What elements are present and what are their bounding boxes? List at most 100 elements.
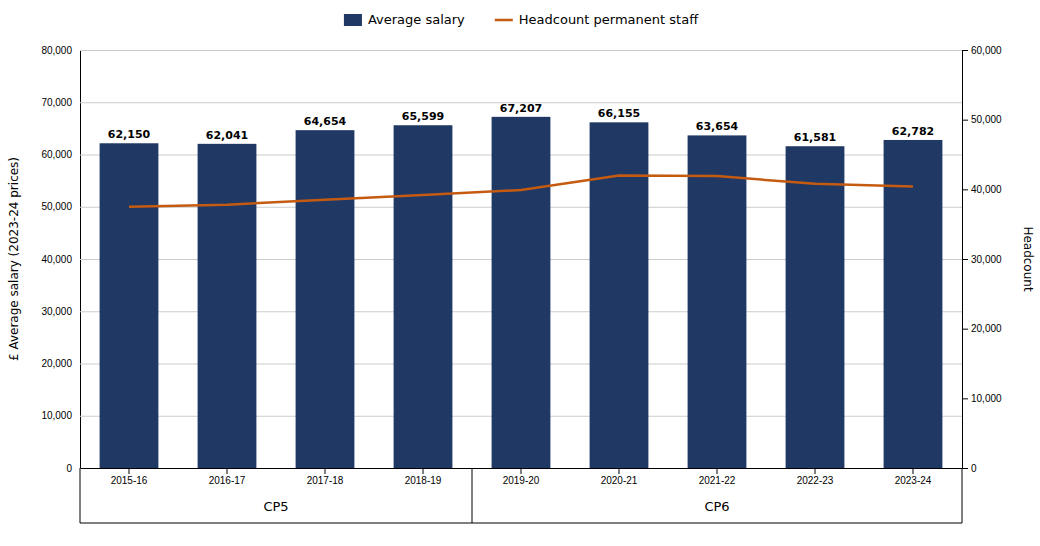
x-axis-tick: 2022-23 xyxy=(797,468,834,486)
y2-axis-tick-line xyxy=(962,468,968,469)
y2-axis-tick-label: 60,000 xyxy=(971,45,1002,56)
line xyxy=(129,175,913,206)
bar xyxy=(100,143,159,468)
bar xyxy=(198,144,257,468)
x-axis-tick-label: 2020-21 xyxy=(601,475,638,486)
bar xyxy=(786,146,845,468)
legend-swatch xyxy=(344,14,362,26)
data-label: 61,581 xyxy=(794,131,836,144)
x-axis-tick-label: 2016-17 xyxy=(209,475,246,486)
y-axis-tick-label: 70,000 xyxy=(41,97,72,108)
y2-axis-tick-label: 50,000 xyxy=(971,114,1002,125)
data-labels: 62,15062,04164,65465,59967,20766,15563,6… xyxy=(108,102,934,144)
y-axis-tick-label: 30,000 xyxy=(41,306,72,317)
bar xyxy=(884,140,943,468)
x-axis-tick: 2023-24 xyxy=(895,468,932,486)
x-axis-tick-line xyxy=(129,468,130,474)
data-label: 64,654 xyxy=(304,115,347,128)
y2-axis-tick: 10,000 xyxy=(962,393,1002,404)
x-axis-tick-label: 2017-18 xyxy=(307,475,344,486)
legend-swatch xyxy=(495,19,513,22)
group-label: CP5 xyxy=(263,499,288,514)
group-bracket xyxy=(962,468,963,523)
bar xyxy=(492,117,551,468)
y2-axis-tick-line xyxy=(962,329,968,330)
x-axis-tick-line xyxy=(521,468,522,474)
x-axis-tick-label: 2021-22 xyxy=(699,475,736,486)
plot: 0 10,000 20,000 30,000 40,000 50,000 60,000 70,… xyxy=(41,45,1002,523)
x-axis-tick-line xyxy=(815,468,816,474)
x-axis-tick-label: 2022-23 xyxy=(797,475,834,486)
x-axis-tick-line xyxy=(423,468,424,474)
x-axis-tick-line xyxy=(717,468,718,474)
legend-label: Average salary xyxy=(368,12,465,27)
y2-axis-tick-label: 40,000 xyxy=(971,184,1002,195)
x-axis-tick: 2018-19 xyxy=(405,468,442,486)
y-axis-tick-label: 20,000 xyxy=(41,358,72,369)
x-axis-tick-line xyxy=(325,468,326,474)
y-axis-tick-label: 10,000 xyxy=(41,410,72,421)
y-axis-tick: 80,000 xyxy=(41,45,962,56)
group-brackets: CP5 CP6 xyxy=(80,468,962,523)
x-axis-tick-label: 2019-20 xyxy=(503,475,540,486)
y2-axis-tick-line xyxy=(962,189,968,190)
x-axis-tick: 2015-16 xyxy=(111,468,148,486)
data-label: 65,599 xyxy=(402,110,444,123)
y-axis-tick-label: 80,000 xyxy=(41,45,72,56)
y2-axis-tick-line xyxy=(962,398,968,399)
legend-label: Headcount permanent staff xyxy=(519,12,699,27)
y2-axis-tick: 50,000 xyxy=(962,114,1002,125)
marks xyxy=(100,117,943,468)
y-axis-tick-label: 60,000 xyxy=(41,149,72,160)
data-label: 62,150 xyxy=(108,128,151,141)
y2-axis-tick: 0 xyxy=(962,463,977,474)
legend-item: Headcount permanent staff xyxy=(495,12,699,27)
group-bracket xyxy=(472,468,473,523)
y2-axis-tick: 20,000 xyxy=(962,323,1002,334)
data-label: 62,041 xyxy=(206,129,248,142)
y-axis-tick-label: 50,000 xyxy=(41,201,72,212)
y2-axis-tick-label: 0 xyxy=(971,463,977,474)
bar xyxy=(296,130,355,468)
y2-axis-tick-label: 20,000 xyxy=(971,323,1002,334)
y-axis: 0 10,000 20,000 30,000 40,000 50,000 60,000 70,… xyxy=(41,45,962,474)
x-axis-tick: 2021-22 xyxy=(699,468,736,486)
x-axis: 2015-16 2016-17 2017-18 2018-19 2019-20 2020-… xyxy=(81,468,963,486)
data-label: 67,207 xyxy=(500,102,542,115)
x-axis-tick-label: 2018-19 xyxy=(405,475,442,486)
x-axis-tick-label: 2023-24 xyxy=(895,475,932,486)
y2-axis-tick: 60,000 xyxy=(962,45,1002,56)
x-axis-tick-line xyxy=(619,468,620,474)
legend: Average salary Headcount permanent staff xyxy=(344,12,699,27)
data-label: 66,155 xyxy=(598,107,640,120)
y2-axis-title: Headcount xyxy=(1021,226,1035,292)
y2-axis-line xyxy=(963,51,969,469)
y2-axis-tick-label: 10,000 xyxy=(971,393,1002,404)
x-axis-tick: 2020-21 xyxy=(601,468,638,486)
y-axis-tick-line xyxy=(80,50,962,51)
chart: 0 10,000 20,000 30,000 40,000 50,000 60,000 70,… xyxy=(0,0,1040,546)
group-bracket xyxy=(80,468,81,523)
y-axis-tick-label: 0 xyxy=(66,463,72,474)
bar xyxy=(688,135,747,468)
x-axis-tick: 2016-17 xyxy=(209,468,246,486)
y2-axis: 0 10,000 20,000 30,000 40,000 50,000 60,000 xyxy=(962,45,1002,474)
y2-axis-tick-line xyxy=(962,259,968,260)
legend-item: Average salary xyxy=(344,12,465,27)
y-axis-line xyxy=(81,51,963,469)
group-label: CP6 xyxy=(704,499,729,514)
y2-axis-tick: 30,000 xyxy=(962,254,1002,265)
data-label: 62,782 xyxy=(892,125,934,138)
x-axis-tick: 2017-18 xyxy=(307,468,344,486)
x-axis-tick-line xyxy=(913,468,914,474)
y-axis-tick-label: 40,000 xyxy=(41,254,72,265)
x-axis-tick: 2019-20 xyxy=(503,468,540,486)
bar xyxy=(394,125,453,468)
y2-axis-tick-label: 30,000 xyxy=(971,254,1002,265)
group-bracket xyxy=(80,523,962,524)
y-axis-title: £ Average salary (2023-24 prices) xyxy=(7,157,21,361)
x-axis-tick-line xyxy=(227,468,228,474)
y2-axis-tick-line xyxy=(962,120,968,121)
y2-axis-tick: 40,000 xyxy=(962,184,1002,195)
x-axis-tick-label: 2015-16 xyxy=(111,475,148,486)
